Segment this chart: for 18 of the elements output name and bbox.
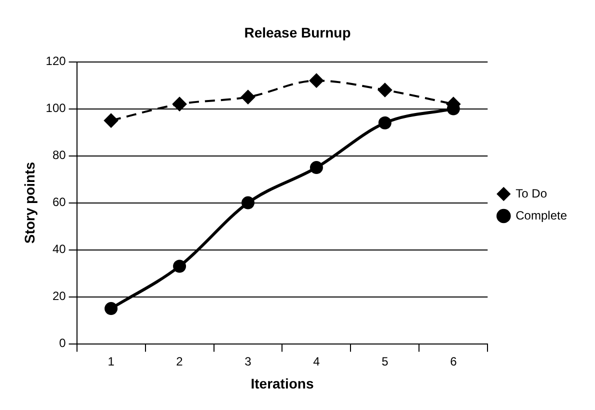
y-tick-label: 20 xyxy=(52,289,66,304)
y-axis-title: Story points xyxy=(21,162,38,244)
legend-label: To Do xyxy=(516,186,548,200)
y-tick-label: 40 xyxy=(52,242,66,256)
y-tick-label: 100 xyxy=(46,101,66,116)
y-tick-label: 80 xyxy=(52,148,66,162)
x-tick-label: 4 xyxy=(313,354,320,368)
y-tick-label: 120 xyxy=(46,54,66,68)
x-tick-label: 3 xyxy=(244,354,252,368)
x-tick-label: 2 xyxy=(176,354,184,368)
chart-title: Release Burnup xyxy=(244,24,351,40)
x-tick-label: 5 xyxy=(382,354,389,368)
y-tick-label: 60 xyxy=(52,195,66,210)
y-tick-label: 0 xyxy=(59,336,66,350)
x-axis-title: Iterations xyxy=(250,375,314,392)
x-tick-label: 6 xyxy=(450,354,458,368)
x-tick-label: 1 xyxy=(108,354,115,368)
legend-label: Complete xyxy=(516,208,568,222)
